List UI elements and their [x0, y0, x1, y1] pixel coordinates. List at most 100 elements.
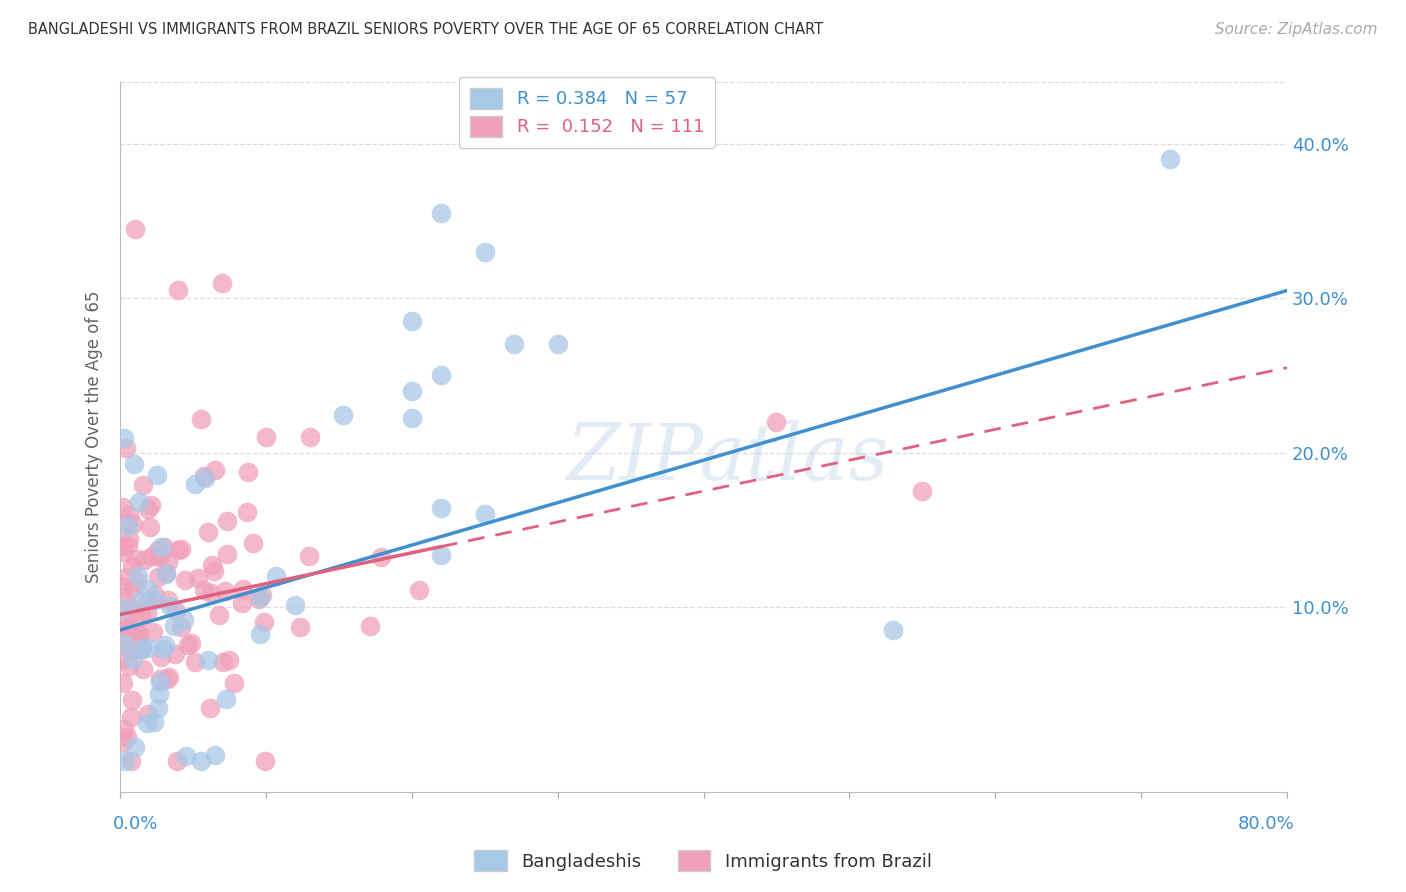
- Point: [114, 754, 136, 768]
- Point: [249, 626, 271, 640]
- Point: [173, 613, 195, 627]
- Point: [153, 638, 176, 652]
- Point: [131, 641, 153, 656]
- Point: [166, 754, 188, 768]
- Point: [132, 478, 155, 492]
- Text: 80.0%: 80.0%: [1237, 815, 1295, 833]
- Point: [236, 505, 259, 519]
- Point: [252, 588, 274, 602]
- Point: [125, 574, 148, 589]
- Point: [124, 740, 146, 755]
- Point: [547, 337, 569, 351]
- Point: [111, 652, 134, 666]
- Point: [156, 555, 179, 569]
- Point: [111, 676, 134, 690]
- Point: [163, 648, 186, 662]
- Point: [232, 582, 254, 597]
- Point: [193, 582, 215, 597]
- Point: [111, 580, 134, 594]
- Point: [198, 701, 221, 715]
- Point: [156, 672, 179, 686]
- Point: [882, 623, 904, 637]
- Point: [502, 337, 524, 351]
- Point: [136, 716, 159, 731]
- Point: [157, 670, 180, 684]
- Point: [128, 495, 150, 509]
- Point: [122, 457, 145, 471]
- Point: [152, 641, 174, 656]
- Point: [111, 600, 134, 615]
- Point: [120, 754, 142, 768]
- Point: [401, 314, 423, 328]
- Point: [222, 675, 245, 690]
- Point: [141, 549, 163, 563]
- Point: [170, 620, 193, 634]
- Point: [117, 516, 139, 531]
- Point: [215, 514, 238, 528]
- Point: [115, 441, 138, 455]
- Point: [148, 548, 170, 562]
- Point: [370, 549, 392, 564]
- Text: 0.0%: 0.0%: [112, 815, 157, 833]
- Point: [118, 641, 141, 656]
- Point: [146, 701, 169, 715]
- Legend: R = 0.384   N = 57, R =  0.152   N = 111: R = 0.384 N = 57, R = 0.152 N = 111: [458, 77, 714, 147]
- Point: [159, 599, 181, 614]
- Point: [162, 618, 184, 632]
- Point: [136, 582, 159, 597]
- Point: [149, 650, 172, 665]
- Point: [149, 675, 172, 690]
- Point: [401, 384, 423, 398]
- Point: [142, 715, 165, 730]
- Point: [143, 592, 166, 607]
- Point: [254, 754, 277, 768]
- Point: [204, 564, 226, 578]
- Point: [117, 538, 139, 552]
- Point: [430, 368, 453, 383]
- Point: [122, 516, 145, 531]
- Point: [208, 607, 231, 622]
- Point: [173, 573, 195, 587]
- Point: [129, 609, 152, 624]
- Point: [141, 498, 163, 512]
- Point: [122, 651, 145, 665]
- Point: [298, 430, 321, 444]
- Point: [152, 540, 174, 554]
- Point: [149, 673, 172, 687]
- Point: [118, 532, 141, 546]
- Y-axis label: Seniors Poverty Over the Age of 65: Seniors Poverty Over the Age of 65: [86, 291, 103, 583]
- Text: BANGLADESHI VS IMMIGRANTS FROM BRAZIL SENIORS POVERTY OVER THE AGE OF 65 CORRELA: BANGLADESHI VS IMMIGRANTS FROM BRAZIL SE…: [28, 22, 824, 37]
- Point: [214, 583, 236, 598]
- Point: [120, 599, 142, 613]
- Point: [112, 722, 135, 736]
- Point: [124, 221, 146, 235]
- Point: [146, 542, 169, 557]
- Point: [111, 612, 134, 626]
- Point: [211, 276, 233, 290]
- Text: ZIPatlas: ZIPatlas: [565, 420, 889, 497]
- Point: [167, 543, 190, 558]
- Point: [148, 550, 170, 565]
- Point: [474, 244, 496, 259]
- Point: [332, 409, 354, 423]
- Point: [138, 707, 160, 722]
- Point: [288, 620, 311, 634]
- Point: [264, 569, 287, 583]
- Point: [121, 693, 143, 707]
- Point: [135, 640, 157, 655]
- Point: [170, 541, 193, 556]
- Point: [111, 590, 134, 604]
- Point: [131, 640, 153, 655]
- Point: [430, 501, 453, 516]
- Point: [184, 477, 207, 491]
- Point: [218, 652, 240, 666]
- Point: [112, 637, 135, 651]
- Legend: Bangladeshis, Immigrants from Brazil: Bangladeshis, Immigrants from Brazil: [467, 843, 939, 879]
- Point: [143, 588, 166, 602]
- Point: [474, 507, 496, 521]
- Point: [194, 471, 217, 485]
- Point: [177, 638, 200, 652]
- Point: [136, 594, 159, 608]
- Point: [254, 430, 277, 444]
- Point: [115, 730, 138, 744]
